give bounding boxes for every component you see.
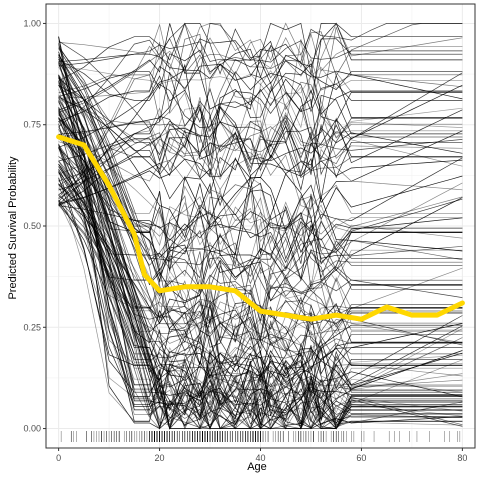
ice-line: [58, 63, 463, 160]
ice-line: [58, 166, 463, 420]
ice-line: [58, 63, 463, 122]
ice-line: [58, 178, 463, 429]
ice-line: [58, 77, 463, 239]
ice-line: [58, 156, 463, 264]
ice-line: [58, 75, 463, 148]
ice-line: [58, 37, 463, 430]
ice-line: [58, 40, 463, 67]
ice-line: [58, 80, 463, 430]
y-tick-label: 0.50: [23, 221, 41, 231]
ice-line: [58, 172, 463, 398]
ice-line: [58, 62, 463, 430]
ice-line: [58, 160, 463, 355]
y-tick-label: 0.00: [23, 424, 41, 434]
ice-line: [58, 75, 463, 427]
ice-line: [58, 81, 463, 375]
x-tick-label: 0: [56, 453, 61, 463]
ice-line: [58, 195, 463, 384]
ice-line: [58, 22, 463, 95]
ice-line: [58, 22, 463, 127]
ice-line: [58, 177, 463, 382]
ice-line: [58, 96, 463, 180]
ice-line: [58, 84, 463, 205]
ice-line: [58, 109, 463, 206]
average-line-layer: [56, 134, 465, 322]
ticks-layer: 0 20 40 60 80 0.00 0.25 0.50 0.75 1.00: [23, 18, 467, 463]
ice-line: [58, 58, 463, 289]
ice-line: [58, 39, 463, 144]
ice-line: [58, 40, 463, 162]
ice-line: [58, 117, 463, 386]
ice-line: [58, 75, 463, 421]
ice-line: [58, 114, 463, 343]
ice-line: [58, 94, 463, 324]
ice-line: [58, 82, 463, 430]
ice-line: [58, 104, 463, 182]
ice-line: [58, 138, 463, 247]
ice-line: [58, 113, 463, 282]
ice-line: [58, 71, 463, 164]
ice-line: [58, 168, 463, 430]
x-tick-label: 40: [255, 453, 265, 463]
ice-line: [58, 67, 463, 254]
ice-line: [58, 143, 463, 428]
ice-line: [58, 72, 463, 177]
ice-line: [58, 205, 463, 251]
ice-line: [58, 144, 463, 362]
ice-line: [58, 154, 463, 204]
ice-line: [58, 54, 463, 260]
ice-line: [58, 60, 463, 196]
y-axis-title: Predicted Survival Probability: [7, 156, 19, 300]
ice-line: [58, 94, 463, 199]
ice-line: [58, 205, 463, 344]
ice-line: [58, 134, 463, 253]
ice-line: [58, 183, 463, 367]
ice-line: [58, 85, 463, 179]
ice-line: [58, 117, 463, 186]
ice-line: [58, 63, 463, 272]
ice-line: [58, 48, 463, 97]
ice-line: [58, 166, 463, 386]
ice-line: [58, 22, 463, 82]
ice-line: [58, 129, 463, 430]
x-tick-label: 80: [457, 453, 467, 463]
ice-line: [58, 106, 463, 191]
ice-line: [58, 56, 463, 156]
ice-line: [58, 38, 463, 71]
ice-line: [58, 77, 463, 430]
ice-line: [58, 26, 463, 203]
ice-line: [58, 117, 463, 271]
ice-line: [58, 56, 463, 298]
ice-line: [58, 99, 463, 346]
ice-line: [58, 183, 463, 293]
x-axis-title: Age: [247, 461, 267, 473]
ice-line: [58, 110, 463, 334]
ice-line: [58, 45, 463, 341]
ice-line: [58, 121, 463, 379]
ice-line: [58, 55, 463, 423]
ice-line: [58, 96, 463, 207]
ice-line: [58, 203, 463, 430]
ice-line: [58, 59, 463, 427]
ice-line: [58, 54, 463, 94]
average-line: [56, 134, 465, 322]
ice-line: [58, 145, 463, 430]
rug-layer: [60, 431, 461, 442]
x-tick-label: 60: [356, 453, 366, 463]
ice-line: [58, 59, 463, 128]
y-tick-label: 1.00: [23, 18, 41, 28]
y-tick-label: 0.25: [23, 322, 41, 332]
ice-line: [58, 141, 463, 210]
y-tick-label: 0.75: [23, 120, 41, 130]
ice-line: [58, 161, 463, 413]
ice-line: [58, 135, 463, 280]
x-tick-label: 20: [155, 453, 165, 463]
ice-line: [58, 54, 463, 306]
